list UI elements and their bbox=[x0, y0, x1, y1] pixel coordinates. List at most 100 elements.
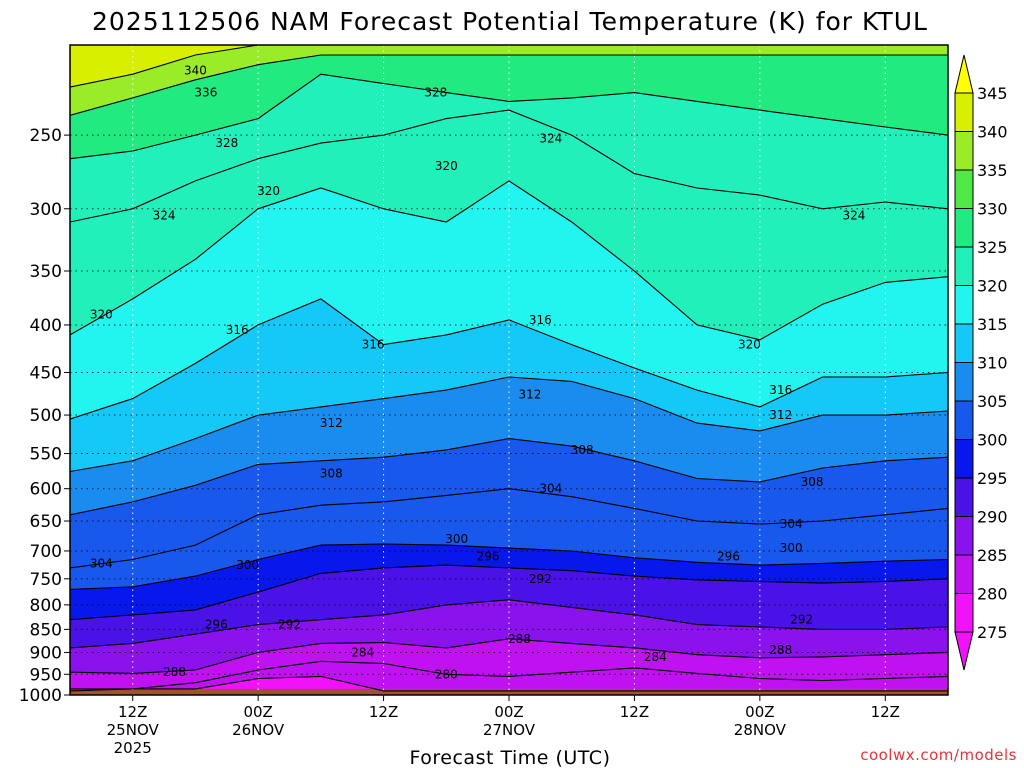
y-tick-label: 400 bbox=[30, 316, 62, 336]
x-tick-label: 28NOV bbox=[734, 721, 787, 739]
isentrope-280 bbox=[70, 675, 948, 692]
contour-label: 300 bbox=[236, 558, 259, 572]
ground-surface bbox=[70, 688, 948, 695]
contour-label: 296 bbox=[477, 550, 500, 564]
colorbar-swatch bbox=[954, 362, 974, 402]
colorbar-swatch bbox=[954, 439, 974, 479]
x-tick-label: 2025 bbox=[114, 739, 152, 757]
colorbar-label: 305 bbox=[977, 392, 1008, 411]
contour-label: 308 bbox=[571, 443, 594, 457]
x-tick-label: 12Z bbox=[620, 703, 649, 721]
contour-label: 312 bbox=[769, 408, 792, 422]
contour-label: 340 bbox=[184, 63, 207, 77]
theta-band bbox=[70, 638, 948, 691]
colorbar-bottom-arrow bbox=[954, 631, 974, 671]
colorbar-swatch bbox=[954, 92, 974, 132]
theta-band bbox=[70, 55, 948, 159]
contour-label: 288 bbox=[769, 643, 792, 657]
colorbar-label: 330 bbox=[977, 200, 1008, 219]
y-tick-label: 350 bbox=[30, 262, 62, 282]
contour-label: 308 bbox=[320, 467, 343, 481]
contour-label: 296 bbox=[205, 618, 228, 632]
colorbar-label: 345 bbox=[977, 84, 1008, 103]
theta-band bbox=[70, 298, 948, 472]
theta-band bbox=[70, 74, 948, 222]
contour-label: 284 bbox=[351, 645, 374, 659]
contour-label: 300 bbox=[780, 541, 803, 555]
y-tick-label: 700 bbox=[30, 542, 62, 562]
x-tick-label: 12Z bbox=[369, 703, 398, 721]
y-tick-label: 650 bbox=[30, 512, 62, 532]
ground-fill bbox=[70, 688, 948, 695]
isentrope-300 bbox=[70, 543, 948, 590]
plot-area: 340 336 328 328 324 324 324 320 320 320 320 316 316 3… bbox=[70, 45, 948, 695]
isentrope-292 bbox=[70, 599, 948, 649]
contour-label: 316 bbox=[226, 323, 249, 337]
contour-label: 288 bbox=[163, 665, 186, 679]
isentrope-328 bbox=[70, 73, 948, 160]
y-tick-label: 1000 bbox=[19, 686, 62, 706]
x-tick-label: 12Z bbox=[871, 703, 900, 721]
isentrope-336 bbox=[70, 54, 948, 116]
x-axis-label: Forecast Time (UTC) bbox=[410, 747, 611, 768]
isentrope-324 bbox=[70, 109, 948, 223]
x-tick-label: 25NOV bbox=[107, 721, 160, 739]
colorbar-label: 325 bbox=[977, 238, 1008, 257]
contour-label: 320 bbox=[257, 184, 280, 198]
gridlines bbox=[70, 45, 948, 695]
contour-label: 304 bbox=[539, 482, 562, 496]
colorbar-label: 285 bbox=[977, 546, 1008, 565]
contour-labels: 340 336 328 328 324 324 324 320 320 320 320 316 316 3… bbox=[90, 63, 865, 681]
colorbar-swatch bbox=[954, 208, 974, 248]
colorbar-label: 310 bbox=[977, 354, 1008, 373]
colorbar-swatch bbox=[954, 400, 974, 440]
colorbar-swatch bbox=[954, 246, 974, 286]
colorbar-label: 275 bbox=[977, 623, 1008, 642]
y-tick-label: 250 bbox=[30, 126, 62, 146]
x-tick-label: 26NOV bbox=[232, 721, 285, 739]
contour-label: 300 bbox=[445, 532, 468, 546]
colorbar-swatch bbox=[954, 477, 974, 517]
y-tick-label: 800 bbox=[30, 596, 62, 616]
colorbar-top-arrow bbox=[954, 54, 974, 94]
y-tick-label: 750 bbox=[30, 570, 62, 590]
contour-label: 328 bbox=[215, 136, 238, 150]
contour-label: 288 bbox=[508, 632, 531, 646]
contour-label: 320 bbox=[738, 338, 761, 352]
y-tick-label: 300 bbox=[30, 200, 62, 220]
colorbar-label: 315 bbox=[977, 315, 1008, 334]
colorbar-swatch bbox=[954, 169, 974, 209]
x-tick-label: 00Z bbox=[243, 703, 272, 721]
contour-label: 304 bbox=[90, 556, 113, 570]
contour-label: 284 bbox=[644, 650, 667, 664]
y-tick-label: 900 bbox=[30, 643, 62, 663]
contour-label: 312 bbox=[320, 416, 343, 430]
colorbar: 345 340 335 330 325 320 315 310 305 300 295 290 285 2… bbox=[954, 54, 1008, 671]
contour-label: 280 bbox=[435, 667, 458, 681]
colorbar-swatch bbox=[954, 516, 974, 556]
y-tick-label: 450 bbox=[30, 364, 62, 384]
theta-band bbox=[70, 45, 948, 116]
theta-band bbox=[70, 438, 948, 568]
isentrope-316 bbox=[70, 298, 948, 420]
contour-label: 292 bbox=[278, 618, 301, 632]
contour-label: 304 bbox=[780, 517, 803, 531]
y-tick-label: 950 bbox=[30, 665, 62, 685]
theta-band bbox=[70, 180, 948, 420]
contour-label: 324 bbox=[539, 131, 562, 145]
contour-label: 320 bbox=[90, 308, 113, 322]
isentrope-284 bbox=[70, 660, 948, 692]
isentrope-304 bbox=[70, 488, 948, 569]
contour-label: 292 bbox=[790, 613, 813, 627]
contour-label: 320 bbox=[435, 159, 458, 173]
theta-band bbox=[70, 565, 948, 648]
theta-color-fill bbox=[70, 45, 948, 695]
contour-label: 316 bbox=[362, 338, 385, 352]
isentrope-296 bbox=[70, 564, 948, 621]
contour-label: 324 bbox=[842, 208, 865, 222]
colorbar-label: 335 bbox=[977, 161, 1008, 180]
contour-label: 336 bbox=[194, 86, 217, 100]
colorbar-swatch bbox=[954, 131, 974, 171]
